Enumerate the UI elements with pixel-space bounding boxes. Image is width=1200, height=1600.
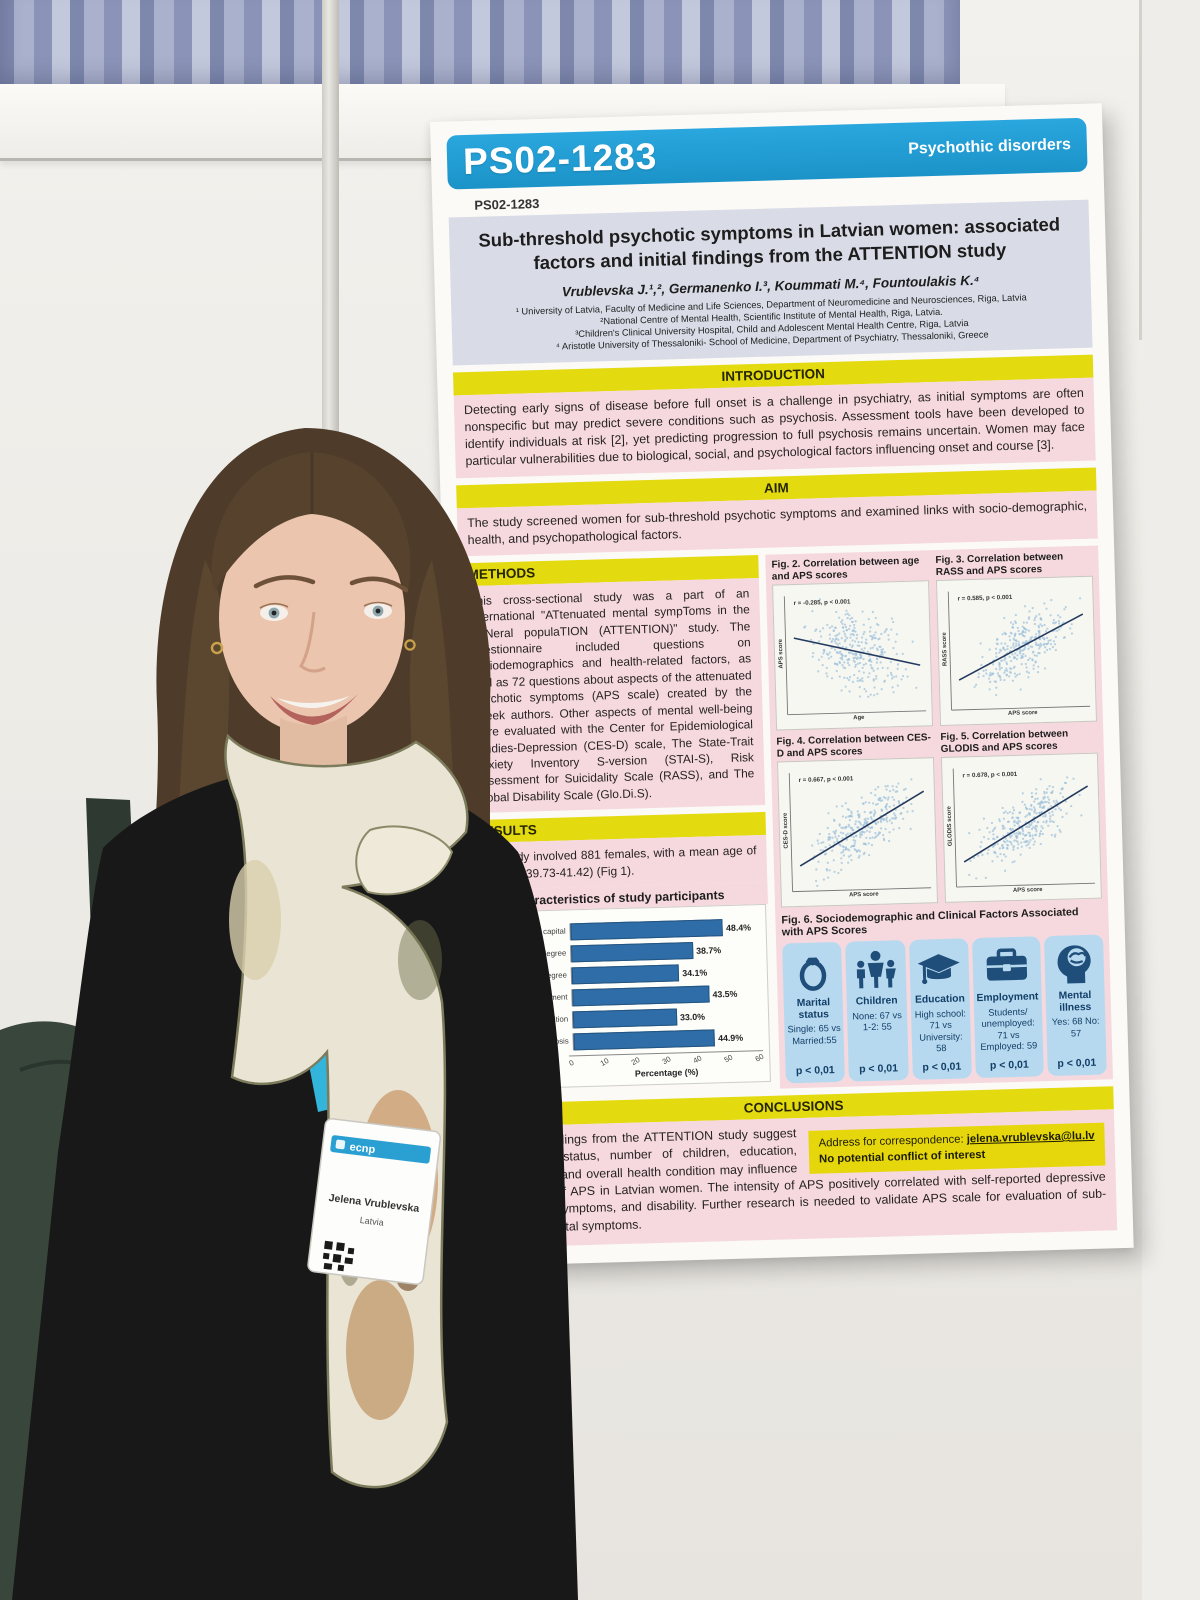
bar-value-label: 38.7% [695,944,722,956]
eyebrow [253,575,316,589]
scarf-knot [355,825,454,896]
briefcase-icon [983,943,1030,988]
research-poster: PS02-1283 Psychothic disorders PS02-1283… [430,103,1134,1267]
fig5-scatter-plot: r = 0.678, p < 0.001 GLODIS score APS scor… [940,752,1102,903]
person-face [210,452,416,793]
fig5-cell: Fig. 5. Correlation between GLODIS and A… [940,727,1102,903]
fig6-cards: Marital status Single: 65 vs Married:55 p … [782,934,1107,1084]
factor-label: Marital status [796,996,831,1021]
p-value: p < 0,01 [989,1058,1029,1072]
y-axis-label: GLODIS score [947,805,954,846]
bar-value-label: 48.4% [725,921,752,933]
fig2-scatter-plot: r = -0.285, p < 0.001 APS score Age [772,580,934,731]
x-tick-label: 20 [629,1055,642,1068]
factor-detail: Students/ unemployed: 71 vs Employed: 59 [980,1006,1038,1053]
fig2-cell: Fig. 2. Correlation between age and APS … [771,555,934,731]
p-value: p < 0,01 [922,1060,962,1074]
x-tick-label: 60 [753,1051,766,1064]
correspondence-box: Address for correspondence: jelena.vrubl… [808,1122,1106,1174]
correspondence-email[interactable]: jelena.vrublevska@lu.lv [966,1129,1095,1146]
no-conflict-statement: No potential conflict of interest [818,1149,986,1166]
bar-value-label: 44.9% [717,1032,744,1043]
factor-detail: Yes: 68 No: 57 [1051,1016,1100,1039]
ecnp-logo-mark [335,1139,346,1150]
correlation-annotation: r = 0.585, p < 0.001 [957,594,1012,603]
family-icon [852,947,899,992]
fig6-title: Fig. 6. Sociodemographic and Clinical Fa… [781,905,1079,939]
curtain [0,0,960,96]
factor-detail: Single: 65 vs Married:55 [787,1023,841,1047]
factor-card: Education High school: 71 vs University: … [908,938,972,1080]
factor-card: Mental illness Yes: 68 No: 57 p < 0,01 [1043,934,1107,1077]
bar-value-label: 43.5% [712,988,738,1000]
factor-label: Children [855,995,898,1008]
factor-card: Marital status Single: 65 vs Married:55 p … [782,941,846,1084]
bar-value-label: 34.1% [682,967,708,978]
factor-detail: None: 67 vs 1-2: 55 [852,1009,903,1033]
factor-card: Children None: 67 vs 1-2: 55 p < 0,01 [845,939,909,1082]
y-axis-label: RASS score [942,631,949,666]
x-axis-label: APS score [849,891,879,898]
factor-label: Employment [976,991,1039,1004]
conference-badge: ecnp Jelena Vrublevska Latvia [307,1118,442,1285]
correlation-annotation: r = 0.667, p < 0.001 [798,775,853,784]
x-tick-label: 40 [691,1053,704,1066]
factor-card: Employment Students/ unemployed: 71 vs Em… [971,936,1044,1079]
x-axis-label: Age [853,715,865,721]
factor-detail: High school: 71 vs University: 58 [914,1007,967,1054]
eyes [259,601,393,621]
y-axis-label: APS score [778,638,785,668]
graduation-cap-icon [915,945,962,990]
wall-panel-right [1142,0,1200,1600]
badge-brand: ecnp [349,1141,376,1156]
x-axis-label: APS score [1013,887,1043,894]
correlation-annotation: r = 0.678, p < 0.001 [962,771,1017,780]
head-brain-icon [1052,942,1095,987]
nose [299,611,326,673]
x-tick-label: 30 [660,1054,673,1067]
fig4-scatter-plot: r = 0.667, p < 0.001 CES-D score APS score [776,756,939,908]
badge-qr-code [322,1240,355,1272]
bar-value-label: 33.0% [679,1011,706,1022]
eyebrow [349,576,409,593]
fig3-scatter-plot: r = 0.585, p < 0.001 RASS score APS score [935,575,1097,726]
p-value: p < 0,01 [795,1064,835,1078]
factor-label: Mental illness [1058,989,1092,1014]
earring [210,641,224,655]
person-figure: ecnp ecnp ecnp Jelena Vrublevska Latvia [0,428,578,1600]
x-axis-label: APS score [1008,710,1038,717]
fig3-cell: Fig. 3. Correlation between RASS and APS… [935,550,1097,726]
ring-icon [792,949,833,994]
badge-country: Latvia [359,1215,384,1228]
correspondence-label: Address for correspondence: [818,1133,964,1150]
fig4-cell: Fig. 4. Correlation between CES-D and AP… [776,732,939,908]
smile [270,694,358,725]
panel-seam [1139,0,1142,340]
p-value: p < 0,01 [858,1062,899,1076]
figures-panel: Fig. 2. Correlation between age and APS … [765,545,1113,1089]
poster-category: Psychothic disorders [907,136,1072,158]
correlation-annotation: r = -0.285, p < 0.001 [794,598,851,607]
x-tick-label: 50 [722,1052,735,1065]
factor-label: Education [914,993,965,1006]
y-axis-label: CES-D score [783,812,790,849]
earring [404,639,416,651]
p-value: p < 0,01 [1057,1056,1097,1070]
